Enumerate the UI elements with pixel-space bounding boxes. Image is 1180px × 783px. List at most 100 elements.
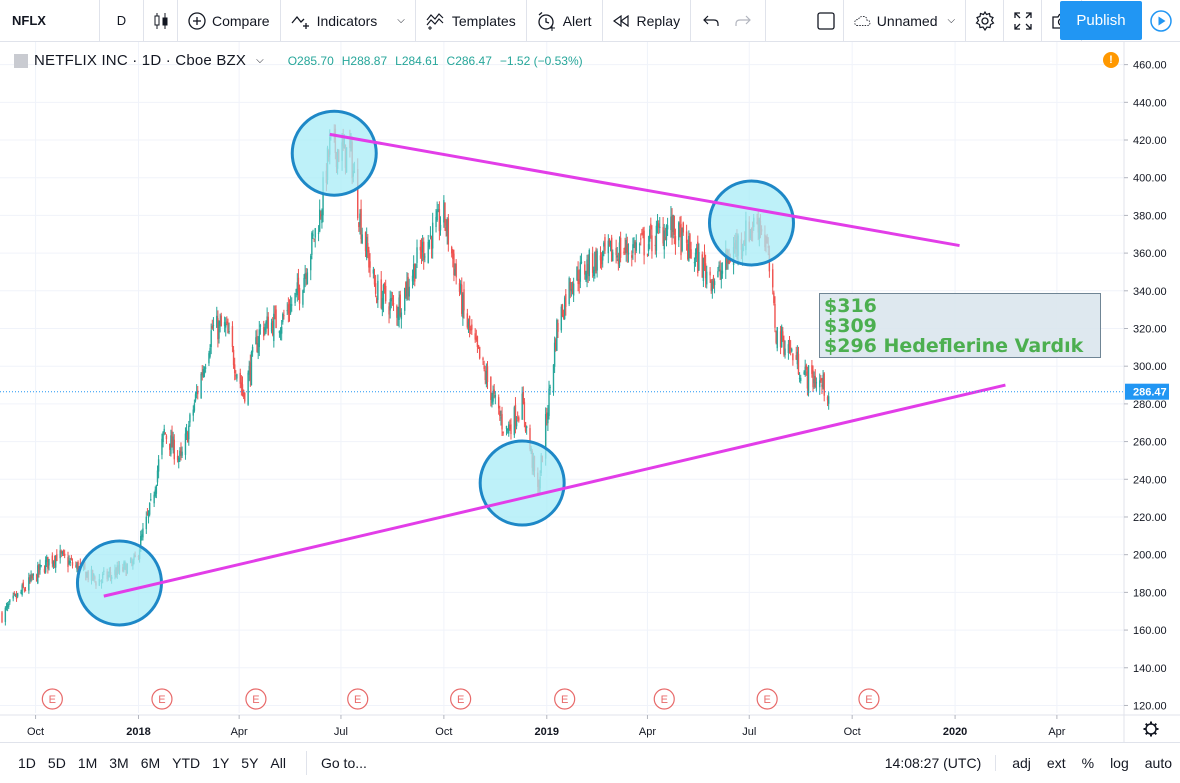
range-5d[interactable]: 5D [47,755,66,771]
publish-button[interactable]: Publish [1060,1,1142,40]
alert-button[interactable]: Alert [527,0,603,42]
symbol-search[interactable]: NFLX [0,0,100,42]
chevron-down-icon[interactable]: ⌵ [256,55,264,66]
candle-body [280,326,283,334]
notification-icon[interactable]: ! [1103,52,1119,68]
candle-body [787,344,790,354]
price-chart[interactable]: 120.00 140.00 160.00 180.00 200.00 220.00 240.… [0,42,1180,742]
legend-close: C286.47 [446,53,492,68]
compare-label: Compare [212,12,270,29]
candle-body [612,252,614,262]
target-annotation[interactable]: $316 $309 $296 Hedeflerine Vardık [819,293,1101,358]
percent-toggle[interactable]: % [1081,755,1095,771]
candle-body [632,244,634,254]
candle-body [185,429,188,434]
fullscreen-box-button[interactable] [808,0,845,42]
candle-body [663,230,665,250]
candle-body [232,349,235,366]
candle-body [318,209,321,232]
range-1m[interactable]: 1M [77,755,98,771]
candle-body [673,215,676,235]
candle-body [369,261,371,268]
candle-body [146,513,149,515]
candle-body [192,409,194,416]
range-ytd[interactable]: YTD [172,755,201,771]
highlight-circle [478,439,566,527]
candle-body [467,321,470,326]
log-toggle[interactable]: log [1110,755,1129,771]
candle-body [365,236,368,258]
candle-body [493,389,495,394]
compare-button[interactable]: Compare [178,0,281,42]
candle-body [501,414,503,430]
range-6m[interactable]: 6M [140,755,161,771]
candle-body [640,238,642,240]
axis-settings-gear-icon[interactable] [1143,721,1159,737]
replay-button[interactable]: Replay [603,0,692,42]
price-tick-label: 460.00 [1133,60,1167,72]
indicators-button[interactable]: Indicators ⌵ [281,0,416,42]
time-tick-label: Oct [435,726,452,738]
candle-body [775,331,777,343]
candle-body [477,345,480,348]
play-button[interactable] [1142,0,1180,42]
templates-button[interactable]: Templates [416,0,527,42]
range-1y[interactable]: 1Y [212,755,230,771]
candle-body [701,254,703,278]
chart-style-button[interactable] [144,0,178,42]
candle-body [415,268,417,279]
candle-body [48,558,50,566]
candle-body [247,372,249,405]
candle-body [826,397,829,401]
candle-body [248,365,250,375]
candle-body [812,370,814,388]
fullscreen-button[interactable] [1004,0,1043,42]
candle-body [788,339,791,354]
candle-body [172,436,174,451]
candle-body [618,242,621,267]
candle-body [273,313,275,342]
candle-body [552,364,555,393]
candle-body [654,244,656,246]
ext-toggle[interactable]: ext [1046,755,1066,771]
candle-body [419,246,422,251]
candle-body [258,329,260,348]
adj-toggle[interactable]: adj [1012,755,1031,771]
candle-body [655,225,658,251]
undo-button[interactable] [691,0,727,42]
candle-body [697,241,699,273]
candle-body [141,534,143,537]
candle-body [518,417,520,421]
candle-body [391,297,394,300]
candle-body [638,244,641,246]
interval-selector[interactable]: D [100,0,144,42]
candle-body [461,284,463,314]
price-tick-label: 440.00 [1133,97,1167,109]
target-line-1: $316 [824,295,877,317]
chart-area[interactable]: 120.00 140.00 160.00 180.00 200.00 220.00 240.… [0,42,1180,742]
candle-body [249,362,252,381]
candle-body [274,311,276,313]
candle-body [427,241,429,263]
candle-body [505,425,508,429]
range-all[interactable]: All [270,755,286,771]
range-1d[interactable]: 1D [18,755,36,771]
goto-button[interactable]: Go to... [305,751,367,775]
legend-title[interactable]: NETFLIX INC · 1D · Cboe BZX [34,52,247,69]
candle-body [282,314,284,323]
candle-body [28,577,30,591]
redo-button[interactable] [727,0,767,42]
range-5y[interactable]: 5Y [241,755,259,771]
expand-icon [1013,11,1032,30]
alert-label: Alert [562,12,592,29]
candle-body [627,252,630,255]
candle-body [679,225,681,228]
candle-body [665,225,668,241]
clock-time[interactable]: 14:08:27 (UTC) [877,755,997,771]
layout-menu[interactable]: Unnamed ⌵ [844,0,967,42]
auto-toggle[interactable]: auto [1144,755,1172,771]
range-3m[interactable]: 3M [109,755,129,771]
candle-body [184,433,187,455]
settings-button[interactable] [966,0,1005,42]
candle-body [689,234,691,251]
